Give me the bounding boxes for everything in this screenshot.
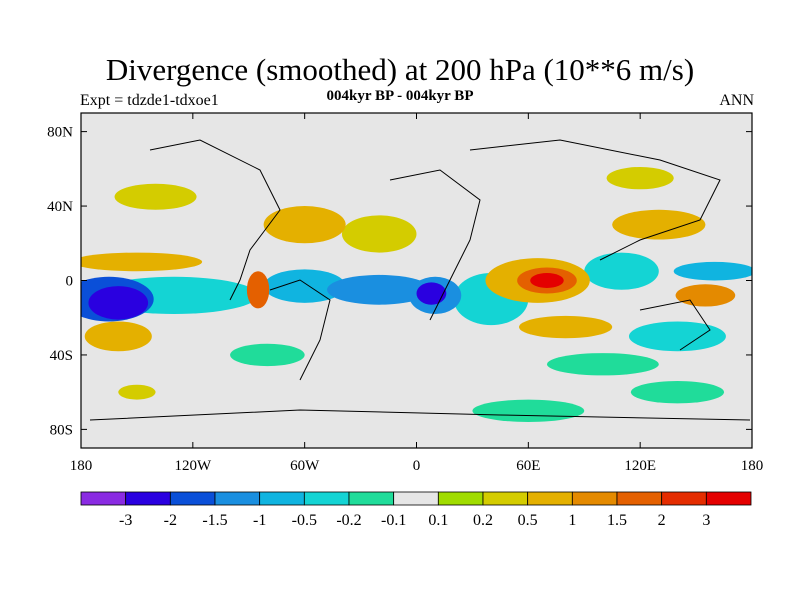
colorbar-label: 2 [658, 512, 666, 529]
divergence-anomaly [584, 252, 659, 290]
divergence-anomaly [416, 282, 447, 305]
divergence-anomaly [88, 286, 149, 320]
coastline [639, 299, 711, 351]
y-tick-label: 40N [47, 199, 73, 215]
colorbar-swatch [393, 491, 439, 506]
x-tick-label: 120W [174, 458, 212, 474]
colorbar-swatch [169, 491, 216, 506]
coastline [469, 139, 721, 261]
y-tick-label: 80S [50, 422, 73, 438]
colorbar-label: -1.5 [202, 512, 227, 529]
divergence-anomaly [263, 206, 346, 244]
divergence-anomaly [263, 269, 346, 303]
colorbar-swatch [80, 491, 127, 506]
coastline [389, 169, 481, 321]
colorbar-label: -0.5 [292, 512, 317, 529]
colorbar-swatch [259, 491, 305, 506]
colorbar-swatch [571, 491, 618, 506]
colorbar-swatch [527, 491, 573, 506]
chart-title: Divergence (smoothed) at 200 hPa (10**6 … [105, 52, 695, 87]
divergence-anomaly [246, 271, 270, 309]
colorbar-label: 1.5 [607, 512, 627, 529]
x-tick-label: 180 [70, 458, 93, 474]
colorbar-label: -3 [119, 512, 132, 529]
divergence-anomaly [84, 321, 152, 352]
x-tick-label: 60E [516, 458, 540, 474]
coastline [89, 409, 751, 421]
season-label: ANN [719, 92, 754, 109]
coastline [269, 279, 331, 381]
y-tick-label: 80N [47, 125, 73, 141]
colorbar-swatch [661, 491, 707, 506]
divergence-anomaly [630, 381, 725, 404]
colorbar-label: -1 [253, 512, 266, 529]
divergence-anomaly [519, 315, 613, 339]
colorbar-swatch [348, 491, 395, 506]
divergence-anomaly [118, 384, 156, 400]
x-tick-label: 60W [290, 458, 320, 474]
divergence-anomaly [530, 273, 564, 288]
colorbar-swatch [616, 491, 663, 506]
x-tick-label: 180 [741, 458, 764, 474]
colorbar-label: -2 [164, 512, 177, 529]
x-tick-label: 0 [413, 458, 421, 474]
y-tick-label: 0 [66, 274, 74, 290]
colorbar-swatch [125, 491, 171, 506]
colorbar-label: 0.5 [518, 512, 538, 529]
divergence-anomaly [81, 252, 203, 272]
colorbar-label: 1 [568, 512, 576, 529]
divergence-anomaly [612, 209, 706, 240]
colorbar-label: -0.1 [381, 512, 406, 529]
colorbar-label: -0.2 [336, 512, 361, 529]
divergence-anomaly [546, 353, 659, 376]
colorbar-swatch [214, 491, 261, 506]
colorbar-label: 3 [702, 512, 710, 529]
experiment-label: Expt = tdzde1-tdxoe1 [80, 92, 219, 109]
colorbar-label: 0.1 [428, 512, 448, 529]
coastline [149, 139, 281, 301]
colorbar-swatch [303, 491, 350, 506]
divergence-anomaly [628, 321, 726, 352]
divergence-anomaly [230, 343, 305, 367]
divergence-anomaly [327, 274, 432, 305]
divergence-anomaly [341, 215, 417, 253]
divergence-anomaly [114, 183, 197, 210]
colorbar-swatch [482, 491, 529, 506]
divergence-anomaly [606, 166, 674, 190]
x-tick-label: 120E [624, 458, 656, 474]
y-tick-label: 40S [50, 348, 73, 364]
colorbar-swatch [437, 491, 484, 506]
colorbar-swatch [705, 491, 752, 506]
anomaly-layer [81, 166, 752, 422]
colorbar-label: 0.2 [473, 512, 493, 529]
chart-subtitle: 004kyr BP - 004kyr BP [326, 88, 474, 104]
divergence-anomaly [673, 261, 752, 281]
